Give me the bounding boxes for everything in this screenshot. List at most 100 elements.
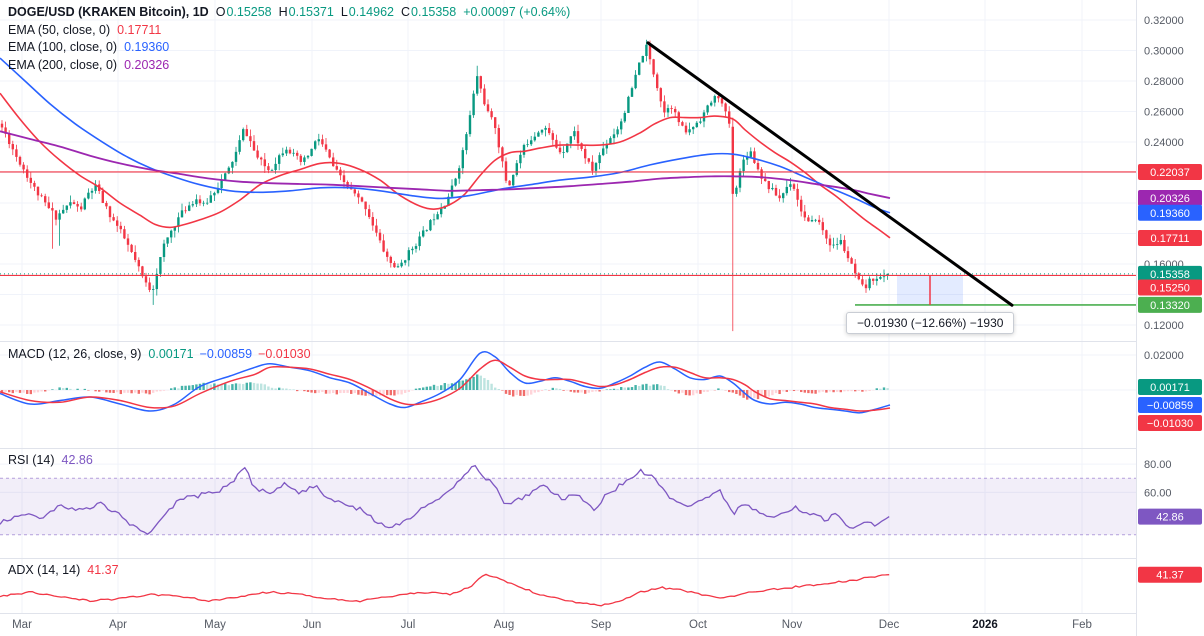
macd-histogram-bar bbox=[382, 390, 385, 395]
macd-histogram-bar bbox=[742, 390, 745, 398]
candle-body bbox=[249, 136, 252, 142]
macd-legend[interactable]: MACD (12, 26, close, 9) 0.00171 −0.00859 −0… bbox=[8, 346, 311, 364]
time-axis-label[interactable]: Oct bbox=[689, 619, 708, 631]
ema200-legend[interactable]: EMA (200, close, 0) 0.20326 bbox=[8, 57, 570, 75]
macd-histogram-bar bbox=[350, 390, 353, 394]
candle-body bbox=[148, 282, 151, 290]
macd-histogram-bar bbox=[130, 390, 133, 394]
macd-histogram-bar bbox=[602, 390, 605, 391]
candle-body bbox=[717, 96, 720, 99]
symbol-row[interactable]: DOGE/USD (KRAKEN Bitcoin), 1D O0.15258 H0.… bbox=[8, 4, 570, 22]
macd-histogram-bar bbox=[526, 390, 529, 396]
macd-histogram-bar bbox=[674, 390, 677, 392]
candle-body bbox=[303, 157, 306, 162]
price-badge[interactable] bbox=[1138, 204, 1202, 221]
candle-body bbox=[328, 149, 331, 158]
macd-histogram-bar bbox=[180, 385, 184, 391]
time-axis-label[interactable]: Nov bbox=[782, 619, 803, 631]
price-badge[interactable] bbox=[1138, 190, 1202, 207]
macd-histogram-bar bbox=[652, 384, 655, 391]
macd-histogram-bar bbox=[778, 390, 781, 395]
price-badge-label: 0.00171 bbox=[1150, 382, 1190, 394]
time-axis-label[interactable]: May bbox=[204, 619, 226, 631]
macd-histogram-bar bbox=[584, 390, 587, 394]
macd-histogram-bar bbox=[227, 385, 230, 391]
rsi-line[interactable] bbox=[0, 464, 890, 535]
macd-histogram-bar bbox=[854, 390, 857, 392]
candle-body bbox=[216, 188, 220, 193]
ema50-legend[interactable]: EMA (50, close, 0) 0.17711 bbox=[8, 22, 570, 40]
macd-histogram-bar bbox=[137, 390, 140, 394]
ema100-line[interactable] bbox=[0, 57, 891, 214]
candle-body bbox=[231, 161, 234, 168]
candle-body bbox=[699, 121, 702, 123]
price-badge[interactable] bbox=[1138, 397, 1202, 414]
macd-signal-line[interactable] bbox=[0, 359, 891, 412]
axis-tick-label: 60.00 bbox=[1144, 487, 1172, 499]
time-axis-label[interactable]: Mar bbox=[12, 619, 32, 631]
candle-body bbox=[346, 182, 349, 187]
time-axis-label[interactable]: 2026 bbox=[972, 619, 998, 631]
candle-body bbox=[65, 205, 68, 210]
candle-body bbox=[875, 278, 878, 281]
time-axis-label[interactable]: Jul bbox=[401, 619, 416, 631]
ema200-line[interactable] bbox=[0, 130, 891, 199]
candle-body bbox=[368, 209, 371, 218]
time-axis-label[interactable]: Feb bbox=[1072, 619, 1092, 631]
macd-histogram-bar bbox=[645, 383, 648, 391]
time-axis-label[interactable]: Sep bbox=[591, 619, 611, 631]
candle-body bbox=[414, 246, 418, 249]
plot-area[interactable] bbox=[0, 0, 1136, 613]
macd-histogram-bar bbox=[839, 390, 842, 393]
adx-line[interactable] bbox=[0, 573, 890, 607]
price-badge[interactable] bbox=[1138, 508, 1202, 525]
macd-histogram-bar bbox=[281, 388, 284, 391]
time-axis-label[interactable]: Apr bbox=[109, 619, 127, 631]
price-badge[interactable] bbox=[1138, 379, 1202, 396]
time-axis-label[interactable]: Aug bbox=[494, 619, 514, 631]
rsi-band bbox=[0, 478, 1136, 535]
macd-line[interactable] bbox=[0, 351, 891, 414]
price-badge[interactable] bbox=[1138, 265, 1202, 282]
macd-histogram-bar bbox=[497, 389, 500, 391]
macd-histogram-bar bbox=[353, 390, 356, 394]
rsi-legend[interactable]: RSI (14) 42.86 bbox=[8, 452, 93, 470]
candle-body bbox=[285, 149, 288, 154]
candle-body bbox=[872, 278, 875, 281]
candle-body bbox=[425, 230, 428, 232]
time-axis-label[interactable]: Dec bbox=[879, 619, 900, 631]
candle-body bbox=[94, 184, 97, 191]
macd-histogram-bar bbox=[386, 390, 389, 396]
ema100-legend[interactable]: EMA (100, close, 0) 0.19360 bbox=[8, 39, 570, 57]
price-badge[interactable] bbox=[1138, 229, 1202, 246]
time-axis-label[interactable]: Jun bbox=[303, 619, 322, 631]
candle-body bbox=[213, 192, 216, 196]
candle-body bbox=[396, 266, 400, 268]
macd-histogram-bar bbox=[152, 390, 155, 393]
price-badge[interactable] bbox=[1138, 415, 1202, 432]
candle-body bbox=[648, 44, 652, 60]
price-badge[interactable] bbox=[1138, 296, 1202, 313]
macd-signal-value: −0.01030 bbox=[258, 347, 311, 361]
price-badge[interactable] bbox=[1138, 566, 1202, 583]
candle-body bbox=[386, 251, 389, 257]
macd-histogram-bar bbox=[782, 390, 785, 392]
candle-body bbox=[58, 213, 61, 220]
candle-body bbox=[281, 153, 284, 156]
macd-histogram-bar bbox=[144, 390, 148, 394]
candle-body bbox=[800, 199, 803, 212]
candle-body bbox=[461, 150, 464, 169]
candle-body bbox=[177, 217, 180, 227]
candle-body bbox=[22, 164, 25, 170]
adx-legend[interactable]: ADX (14, 14) 41.37 bbox=[8, 562, 119, 580]
trendline[interactable] bbox=[646, 41, 1014, 307]
measurement-tooltip[interactable]: −0.01930 (−12.66%) −1930 bbox=[846, 312, 1015, 334]
candle-body bbox=[299, 155, 302, 162]
price-badge[interactable] bbox=[1138, 163, 1202, 180]
ema50-line[interactable] bbox=[0, 92, 891, 239]
candle-body bbox=[292, 152, 295, 154]
price-badge[interactable] bbox=[1138, 279, 1202, 296]
macd-histogram-bar bbox=[94, 390, 97, 392]
